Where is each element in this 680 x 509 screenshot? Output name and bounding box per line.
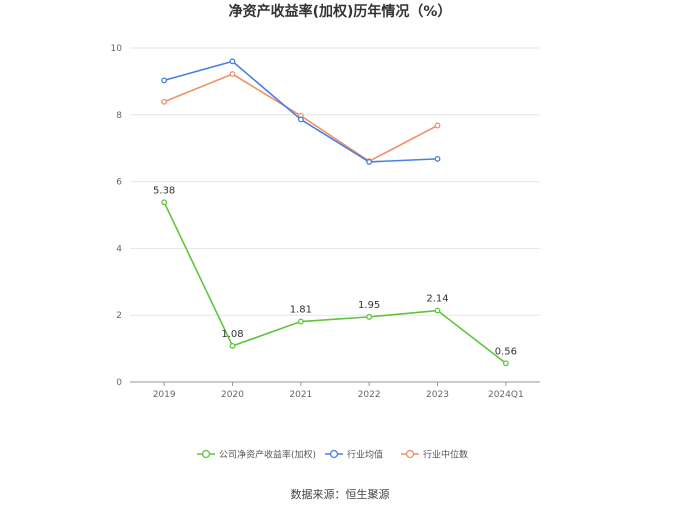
legend-label: 行业中位数 <box>423 449 468 461</box>
y-axis: 0 2 4 6 8 10 <box>111 44 123 388</box>
series-layer: 5.38 1.08 1.81 1.95 2.14 0.56 <box>153 58 517 367</box>
x-axis: 2019 2020 2021 2022 2023 2024Q1 <box>130 381 540 400</box>
legend-marker <box>329 449 339 459</box>
data-label: 1.81 <box>290 305 312 316</box>
legend-marker <box>201 449 211 459</box>
legend-item-2[interactable]: 行业中位数 <box>401 449 468 461</box>
series-0: 5.38 1.08 1.81 1.95 2.14 0.56 <box>153 185 517 367</box>
data-point <box>297 116 304 123</box>
data-label: 2.14 <box>426 294 448 305</box>
series-line <box>163 201 507 364</box>
data-label: 1.08 <box>221 329 243 340</box>
series-1 <box>161 58 441 165</box>
legend-item-1[interactable]: 行业均值 <box>325 449 383 461</box>
data-label: 0.56 <box>495 346 517 357</box>
y-tick-label: 6 <box>116 178 122 188</box>
y-tick-label: 8 <box>116 111 122 121</box>
x-tick-label: 2023 <box>426 390 449 400</box>
y-tick-label: 10 <box>111 44 123 54</box>
data-source-note: 数据来源：恒生聚源 <box>291 487 390 501</box>
data-point <box>366 158 373 165</box>
x-tick-label: 2024Q1 <box>488 390 524 400</box>
legend-label: 公司净资产收益率(加权) <box>219 449 316 461</box>
data-point <box>434 307 441 314</box>
data-point <box>161 77 168 84</box>
data-label: 1.95 <box>358 300 380 311</box>
data-point <box>229 342 236 349</box>
legend[interactable]: 公司净资产收益率(加权) 行业均值 行业中位数 <box>197 449 468 461</box>
x-tick-label: 2019 <box>153 390 176 400</box>
chart-title: 净资产收益率(加权)历年情况（%） <box>229 3 452 20</box>
data-point <box>161 199 168 206</box>
x-tick-label: 2020 <box>221 390 244 400</box>
data-point <box>229 58 236 65</box>
data-point <box>229 71 236 78</box>
data-point <box>502 360 509 367</box>
data-point <box>434 122 441 129</box>
data-point <box>297 318 304 325</box>
data-point <box>161 98 168 105</box>
grid <box>130 47 540 316</box>
x-tick-label: 2022 <box>358 390 381 400</box>
y-tick-label: 0 <box>116 378 122 388</box>
data-point <box>366 313 373 320</box>
x-tick-label: 2021 <box>289 390 312 400</box>
y-tick-label: 2 <box>116 311 122 321</box>
legend-marker <box>405 449 415 459</box>
y-tick-label: 4 <box>116 244 122 254</box>
legend-item-0[interactable]: 公司净资产收益率(加权) <box>197 449 316 461</box>
legend-label: 行业均值 <box>347 449 383 461</box>
data-label: 5.38 <box>153 185 175 196</box>
data-point <box>434 155 441 162</box>
